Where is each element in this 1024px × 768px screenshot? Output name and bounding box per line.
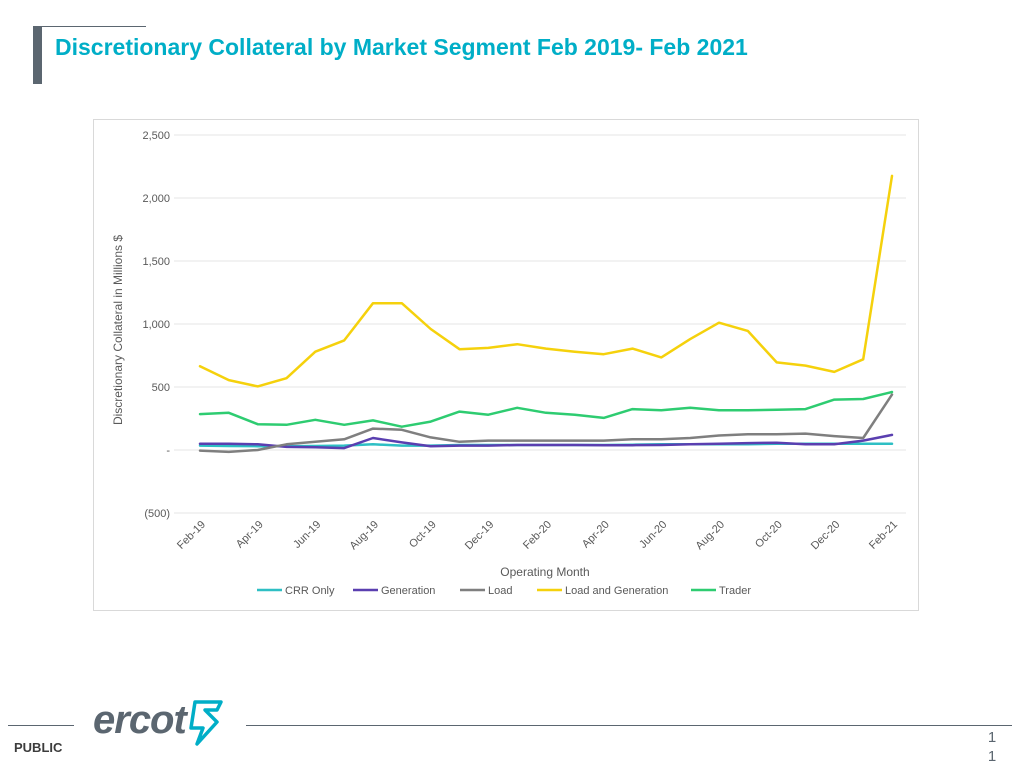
legend-label: Load [488, 585, 512, 597]
y-axis-ticks: (500) - 500 1,000 1,500 2,000 2,500 [142, 130, 170, 520]
series-line-trader [198, 390, 894, 428]
line-chart: (500) - 500 1,000 1,500 2,000 2,500 Feb-19 Apr-… [111, 130, 906, 597]
footer-label: PUBLIC [14, 740, 63, 755]
x-tick-label: Dec-19 [463, 519, 497, 553]
footer-divider-left [8, 725, 74, 726]
x-axis-label: Operating Month [500, 565, 589, 579]
page-number-line: 1 [987, 729, 997, 746]
legend: CRR Only Generation Load Load and Generatio… [257, 585, 751, 597]
x-tick-label: Apr-19 [234, 519, 266, 551]
ercot-logo-text: ercot [93, 698, 187, 742]
series-line-generation [198, 433, 894, 450]
x-tick-label: Feb-19 [175, 519, 208, 552]
x-tick-label: Aug-19 [348, 519, 382, 553]
lightning-bolt-icon [189, 700, 223, 746]
series-line-load-and-generation [198, 174, 894, 388]
y-tick-label: 1,000 [142, 319, 170, 331]
slide-title: Discretionary Collateral by Market Segme… [55, 34, 748, 60]
x-tick-label: Oct-20 [753, 519, 785, 551]
y-tick-label: 2,000 [142, 193, 170, 205]
y-tick-label: 2,500 [142, 130, 170, 142]
x-tick-label: Apr-20 [580, 519, 612, 551]
x-tick-label: Feb-20 [521, 519, 554, 552]
x-tick-label: Jun-20 [637, 519, 669, 551]
y-tick-label: 1,500 [142, 256, 170, 268]
series-line-load [198, 393, 894, 454]
footer-divider-right [246, 725, 1012, 726]
legend-label: Load and Generation [565, 585, 668, 597]
x-axis-ticks: Feb-19 Apr-19 Jun-19 Aug-19 Oct-19 Dec-19 Feb-… [175, 519, 900, 553]
y-tick-label: 500 [152, 382, 170, 394]
title-accent-bar [33, 26, 42, 84]
legend-label: Generation [381, 585, 435, 597]
y-tick-label: - [166, 445, 170, 457]
x-tick-label: Aug-20 [694, 519, 728, 553]
page-number-line: 1 [987, 748, 997, 765]
legend-label: CRR Only [285, 585, 335, 597]
page-number: 1 1 [982, 728, 1002, 766]
x-tick-label: Feb-21 [867, 519, 900, 552]
x-tick-label: Dec-20 [809, 519, 843, 553]
y-tick-label: (500) [144, 508, 170, 520]
y-axis-label: Discretionary Collateral in Millions $ [111, 235, 125, 425]
gridlines [174, 134, 906, 514]
x-tick-label: Jun-19 [291, 519, 323, 551]
ercot-logo: ercot [93, 698, 223, 746]
chart-container: (500) - 500 1,000 1,500 2,000 2,500 Feb-19 Apr-… [93, 119, 919, 611]
x-tick-label: Oct-19 [407, 519, 439, 551]
legend-label: Trader [719, 585, 751, 597]
title-accent-line [42, 26, 146, 27]
series-lines [198, 174, 894, 454]
